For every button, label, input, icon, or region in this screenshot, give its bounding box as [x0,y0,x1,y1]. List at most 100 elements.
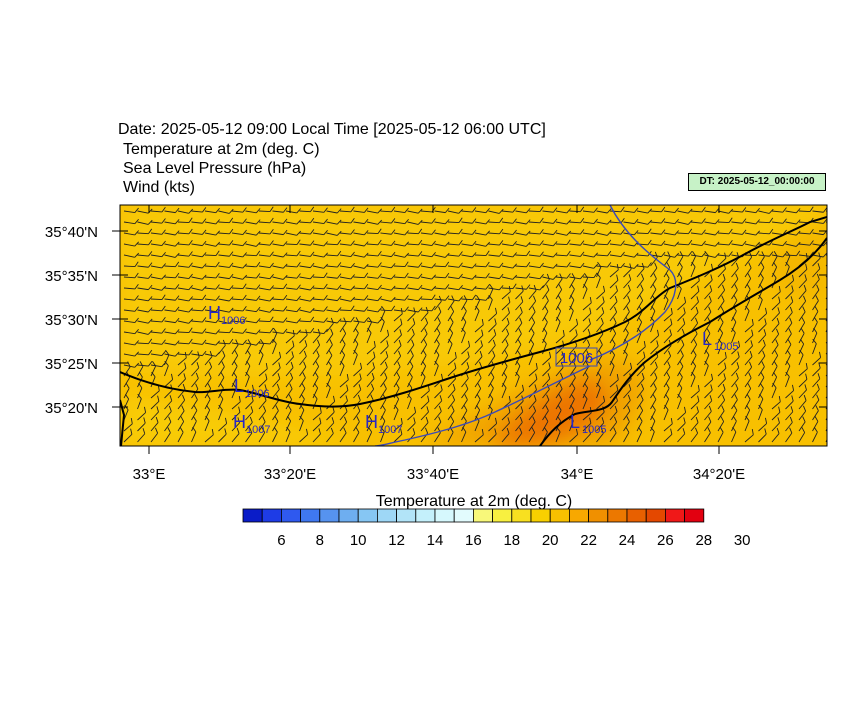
wind-barb [623,274,632,289]
wind-barb [218,372,225,388]
wind-barb [744,415,750,432]
wind-barb [231,229,247,235]
wind-barb [812,338,817,355]
wind-barb [245,427,253,443]
wind-barb [231,328,247,334]
wind-barb [137,338,153,345]
colorbar-swatch [376,508,397,523]
wind-barb [245,250,261,257]
wind-barb [771,296,781,311]
wind-barb [258,251,274,257]
wind-barb [569,318,579,333]
wind-barb [258,338,265,355]
wind-barb [555,405,562,421]
wind-barb [380,383,387,399]
wind-barb [393,218,409,225]
wind-barb [785,416,793,432]
wind-barb [191,305,207,312]
wind-barb [461,415,467,432]
wind-barb [690,251,706,258]
wind-barb [137,417,146,432]
colorbar-swatch [511,508,532,523]
wind-barb [164,261,180,268]
wind-barb [204,404,211,421]
colorbar-swatch [607,508,628,523]
wind-barb [245,416,253,432]
wind-barb [326,328,334,344]
wind-barb [164,317,180,324]
wind-barb [528,273,544,280]
colorbar-tick-label: 8 [316,532,324,549]
wind-barb [164,241,180,247]
wind-barb [474,383,482,399]
wind-barb [123,317,139,323]
wind-barb [501,339,509,355]
wind-barb [717,228,733,235]
wind-barb [744,273,752,289]
wind-barb [636,219,653,225]
wind-barb [447,306,455,322]
wind-barb [191,285,207,291]
wind-barb [785,339,792,355]
wind-barb [501,328,510,344]
lon-tick-label: 34°E [561,466,594,483]
wind-barb [542,241,558,247]
wind-barb [812,416,819,432]
wind-barb [245,284,261,290]
wind-barb [447,338,453,355]
wind-barb [771,382,777,399]
dt-badge: DT: 2025-05-12_00:00:00 [688,173,826,191]
wind-barb [326,250,342,257]
wind-barb [798,373,808,388]
wind-barb [231,263,248,269]
wind-barb [515,296,524,311]
wind-barb [407,406,417,421]
wind-barb [569,240,585,246]
wind-barb [231,207,247,213]
wind-barb [758,382,764,399]
wind-barb [528,285,544,291]
wind-barb [704,306,712,322]
wind-barb [285,318,301,324]
wind-barb [231,417,240,432]
wind-barb [474,294,481,311]
wind-barb [339,229,355,235]
wind-barb [717,383,726,399]
wind-barb [542,416,549,432]
wind-barb [150,294,166,301]
colorbar-swatch [415,508,436,523]
wind-barb [744,241,761,247]
wind-barb [353,427,360,443]
wind-barb [623,295,631,311]
wind-barb [744,262,752,278]
wind-barb [326,273,342,279]
wind-barb [258,327,274,334]
wind-barb [758,339,766,355]
wind-barb [636,262,645,278]
wind-barb [623,416,630,432]
wind-barb [488,428,497,443]
wind-barb [150,218,166,224]
wind-barb [204,230,221,236]
wind-barb [474,261,490,268]
wind-barb [528,427,536,443]
wind-barb [596,382,601,399]
wind-barb [164,373,174,388]
wind-barb [596,261,602,278]
wind-barb [137,428,146,443]
wind-barb [758,404,763,421]
wind-barb [717,427,724,443]
wind-barb [717,362,727,377]
wind-barb [663,251,671,267]
wind-barb [461,240,477,247]
pressure-type: H [208,303,221,323]
wind-barb [434,219,450,225]
wind-barb [515,406,524,421]
wind-barb [474,207,490,214]
wind-barb [123,252,140,258]
wind-barb [204,317,220,324]
wind-barb [191,218,207,224]
wind-barb [771,317,780,333]
wind-barb [731,394,738,410]
wind-barb [650,284,657,300]
